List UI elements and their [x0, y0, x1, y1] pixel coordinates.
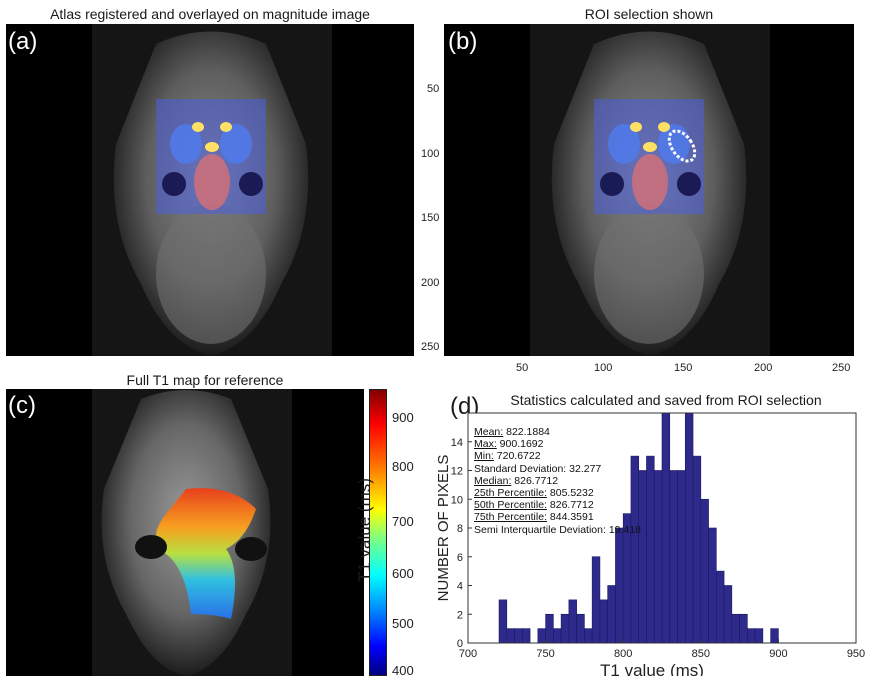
colorbar-label: T1 value (ms) [355, 478, 374, 582]
histogram-bar-840 [684, 412, 694, 644]
x-tick-label-900: 900 [769, 648, 787, 660]
panel-a-label: (a) [8, 28, 38, 55]
stat-std: Standard Deviation: 32.277 [474, 462, 602, 475]
panel-b-ytick-50: 50 [427, 83, 440, 95]
histogram-bar-755 [553, 628, 562, 644]
histogram-bar-785 [599, 599, 608, 644]
colorbar-tick-400: 400 [392, 663, 414, 678]
colorbar-tick-500: 500 [392, 616, 414, 631]
panel-a-title: Atlas registered and overlayed on magnit… [50, 6, 370, 22]
panel-b-label: (b) [448, 28, 478, 55]
stat-p25: 25th Percentile: 805.5232 [474, 487, 594, 500]
histogram-bar-870 [731, 613, 740, 644]
histogram-bar-795 [615, 527, 624, 644]
mri-roi-image-b [530, 24, 770, 356]
panel-b-xtick-250: 250 [832, 362, 851, 374]
histogram-bar-835 [677, 470, 686, 644]
panel-b-xtick-200: 200 [754, 362, 773, 374]
x-tick-label-850: 850 [692, 648, 710, 660]
stat-mean: Mean: 822.1884 [474, 426, 550, 438]
stat-max: Max: 900.1692 [474, 438, 544, 451]
histogram-bar-775 [584, 628, 593, 644]
stats-block: Mean: 822.1884 Max: 900.1692 Min: 720.67… [474, 426, 641, 536]
panel-b-title: ROI selection shown [584, 6, 714, 22]
panel-b-xtick-150: 150 [674, 362, 693, 374]
histogram-bar-725 [506, 628, 515, 644]
stat-p75: 75th Percentile: 844.3591 [474, 511, 594, 524]
histogram-bar-760 [560, 613, 570, 644]
histogram-bar-845 [692, 455, 702, 644]
panel-c-title: Full T1 map for reference [126, 372, 284, 388]
histogram-bar-820 [653, 470, 663, 644]
y-tick-label-0: 0 [457, 638, 463, 650]
histogram-chart: 0 2 4 6 8 10 12 14 700 750 800 850 900 950 T1 value (m… [435, 412, 865, 676]
y-tick-label-12: 12 [451, 466, 463, 478]
panel-b-ytick-250: 250 [421, 341, 440, 353]
panel-b-xtick-50: 50 [516, 362, 529, 374]
panel-b-image [444, 24, 854, 356]
y-tick-label-4: 4 [457, 581, 463, 593]
y-tick-label-8: 8 [457, 523, 463, 535]
stat-p50: 50th Percentile: 826.7712 [474, 499, 594, 512]
y-tick-label-10: 10 [451, 494, 463, 506]
stat-median: Median: 826.7712 [474, 474, 559, 487]
histogram-bar-825 [661, 412, 671, 644]
histogram-bar-875 [739, 613, 748, 644]
stat-siqd: Semi Interquartile Deviation: 19.418 [474, 523, 641, 536]
panel-b-ytick-100: 100 [421, 148, 440, 160]
histogram-bar-860 [716, 570, 725, 644]
histogram-bar-895 [770, 628, 779, 644]
histogram-bar-770 [576, 613, 585, 644]
y-tick-label-6: 6 [457, 552, 463, 564]
histogram-bar-815 [646, 455, 655, 644]
histogram-bar-780 [591, 556, 601, 644]
x-axis-label: T1 value (ms) [600, 661, 704, 676]
panel-c-image [6, 389, 364, 676]
histogram-bar-850 [700, 498, 709, 644]
t1-map-image-c [92, 389, 292, 676]
histogram-bar-885 [754, 628, 764, 644]
colorbar-tick-800: 800 [392, 459, 414, 474]
histogram-bar-765 [568, 599, 577, 644]
histogram-bar-750 [545, 613, 554, 644]
histogram-bar-735 [522, 628, 531, 644]
x-tick-label-800: 800 [614, 648, 632, 660]
x-tick-label-950: 950 [847, 648, 865, 660]
chart-title: Statistics calculated and saved from ROI… [510, 392, 822, 408]
x-tick-label-750: 750 [536, 648, 554, 660]
histogram-bar-855 [708, 527, 717, 644]
y-tick-label-2: 2 [457, 609, 463, 621]
histogram-bar-790 [607, 585, 616, 644]
mri-magnitude-image-a [92, 24, 332, 356]
panel-b-ytick-150: 150 [421, 212, 440, 224]
colorbar-tick-900: 900 [392, 410, 414, 425]
histogram-bar-830 [669, 470, 678, 644]
x-tick-label-700: 700 [459, 648, 477, 660]
y-axis-label: NUMBER OF PIXELS [435, 455, 452, 602]
panel-b-xtick-100: 100 [594, 362, 613, 374]
y-tick-label-14: 14 [451, 437, 463, 449]
panel-a-image [6, 24, 414, 356]
roi-selection-outline [667, 129, 697, 163]
histogram-bar-720 [498, 599, 508, 644]
histogram-bar-730 [514, 628, 523, 644]
histogram-bar-865 [723, 585, 733, 644]
histogram-bar-880 [747, 628, 756, 644]
stat-min: Min: 720.6722 [474, 450, 541, 463]
panel-c-label: (c) [8, 392, 36, 419]
colorbar-tick-700: 700 [392, 514, 414, 529]
panel-b-ytick-200: 200 [421, 277, 440, 289]
colorbar-tick-600: 600 [392, 566, 414, 581]
histogram-bar-745 [537, 628, 546, 644]
